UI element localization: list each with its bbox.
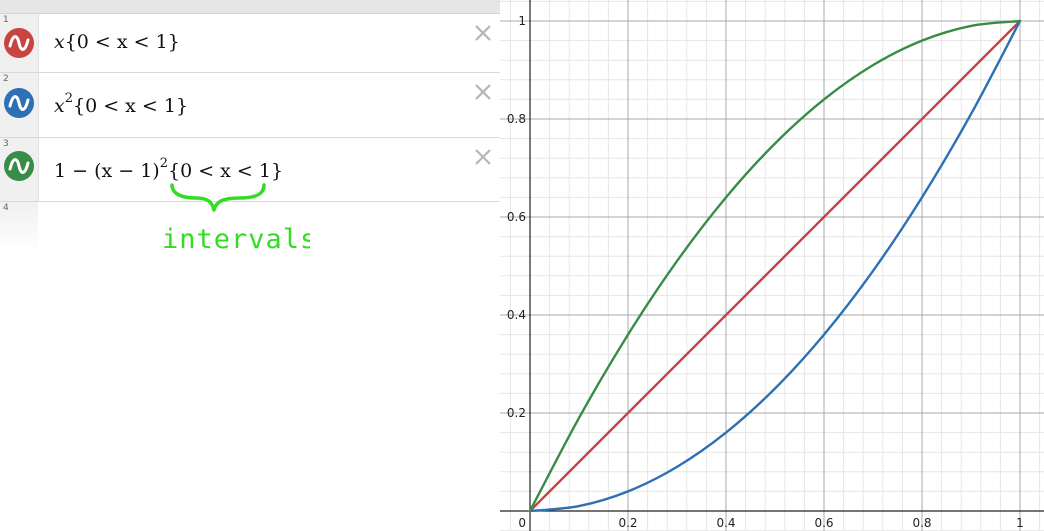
y-tick-label: 1	[518, 14, 526, 28]
expression-restriction: {0 < x < 1}	[73, 95, 189, 117]
expression-gutter: 3	[0, 138, 39, 201]
expression-formula: x	[54, 95, 65, 117]
y-tick-label: 0.6	[507, 210, 526, 224]
close-icon[interactable]	[473, 147, 493, 167]
expression-math[interactable]: x{0 < x < 1}	[54, 31, 180, 53]
close-icon[interactable]	[473, 23, 493, 43]
expression-row-4-empty[interactable]: 4	[0, 202, 500, 252]
expression-formula: x	[54, 31, 65, 53]
x-tick-label: 0.4	[716, 516, 735, 530]
expression-restriction: {0 < x < 1}	[168, 160, 284, 182]
x-tick-label: 0.6	[814, 516, 833, 530]
wave-icon[interactable]	[4, 151, 34, 181]
expression-list-header	[0, 0, 500, 14]
wave-icon[interactable]	[4, 88, 34, 118]
close-icon[interactable]	[473, 82, 493, 102]
x-tick-label: 0	[518, 516, 526, 530]
curve-x-2[interactable]	[528, 19, 1022, 513]
expression-index: 1	[3, 15, 9, 25]
y-tick-label: 0.8	[507, 112, 526, 126]
x-tick-label: 0.8	[912, 516, 931, 530]
curve-1-x-1-2[interactable]	[528, 19, 1022, 513]
x-tick-label: 0.2	[618, 516, 637, 530]
graph-paper[interactable]: 0 0.2 0.4 0.6 0.8 1 0.2 0.4 0.6 0.8 1	[500, 0, 1044, 531]
expression-index: 3	[3, 139, 9, 149]
brace-mark	[170, 183, 266, 212]
x-tick-label: 1	[1016, 516, 1024, 530]
expression-gutter: 1	[0, 14, 39, 72]
y-tick-label: 0.2	[507, 406, 526, 420]
expression-gutter: 2	[0, 73, 39, 137]
expression-list: 1 x{0 < x < 1} 2 x2{0 < x < 1} 3	[0, 0, 500, 531]
expression-math[interactable]: x2{0 < x < 1}	[54, 91, 189, 117]
intervals-annotation: intervals	[160, 180, 316, 262]
y-tick-label: 0.4	[507, 308, 526, 322]
expression-row-2[interactable]: 2 x2{0 < x < 1}	[0, 73, 500, 138]
expression-restriction: {0 < x < 1}	[64, 31, 180, 53]
expression-exponent: 2	[159, 156, 168, 171]
expression-index: 2	[3, 74, 9, 84]
expression-formula: 1 − (x − 1)	[54, 160, 160, 182]
expression-row-3[interactable]: 3 1 − (x − 1)2{0 < x < 1}	[0, 138, 500, 202]
expression-gutter: 4	[0, 202, 38, 252]
wave-icon[interactable]	[4, 28, 34, 58]
curve-x[interactable]	[528, 19, 1022, 513]
annotation-text: intervals	[162, 224, 310, 255]
expression-exponent: 2	[64, 91, 73, 106]
expression-index: 4	[3, 203, 9, 213]
expression-row-1[interactable]: 1 x{0 < x < 1}	[0, 14, 500, 73]
expression-math[interactable]: 1 − (x − 1)2{0 < x < 1}	[54, 156, 284, 182]
